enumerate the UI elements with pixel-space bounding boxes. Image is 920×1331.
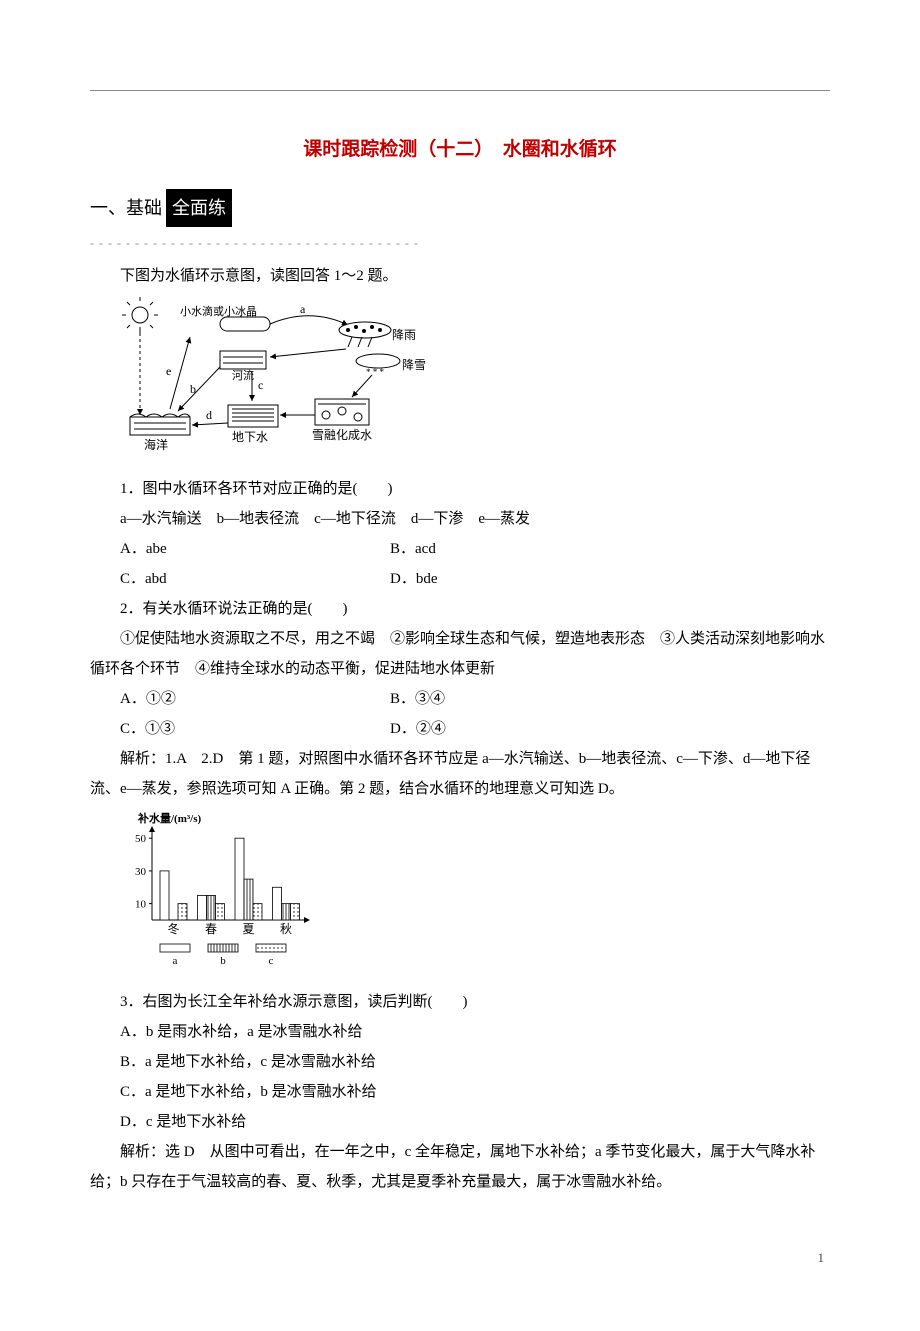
q2-A: A．①② — [120, 684, 390, 714]
svg-text:a: a — [173, 955, 178, 967]
q1-opts-row1: A．abe B．acd — [90, 534, 830, 564]
svg-text:冬: 冬 — [167, 921, 179, 936]
analysis-1-2: 解析：1.A 2.D 第 1 题，对照图中水循环各环节应是 a—水汽输送、b—地… — [90, 744, 830, 804]
q3-stem: 3．右图为长江全年补给水源示意图，读后判断( ) — [90, 987, 830, 1017]
svg-text:10: 10 — [135, 899, 147, 911]
intro-q1-2: 下图为水循环示意图，读图回答 1～2 题。 — [90, 261, 830, 291]
q2-detail: ①促使陆地水资源取之不尽，用之不竭 ②影响全球生态和气候，塑造地表形态 ③人类活… — [90, 624, 830, 684]
q1-B: B．acd — [390, 534, 660, 564]
svg-text:d: d — [206, 408, 212, 422]
svg-text:c: c — [269, 955, 274, 967]
q1-A: A．abe — [120, 534, 390, 564]
q1-items: a—水汽输送 b—地表径流 c—地下径流 d—下渗 e—蒸发 — [90, 504, 830, 534]
svg-text:河流: 河流 — [232, 368, 254, 382]
q2-stem: 2．有关水循环说法正确的是( ) — [90, 594, 830, 624]
page-title: 课时跟踪检测（十二） 水圈和水循环 — [90, 131, 830, 169]
svg-text:补水量/(m³/s): 补水量/(m³/s) — [137, 811, 202, 825]
svg-text:夏: 夏 — [242, 922, 254, 936]
svg-text:b: b — [190, 382, 196, 396]
svg-text:降雪: 降雪 — [402, 358, 426, 372]
svg-text:50: 50 — [135, 833, 147, 845]
q3-B: B．a 是地下水补给，c 是冰雪融水补给 — [90, 1047, 830, 1077]
svg-text:秋: 秋 — [280, 922, 292, 936]
q3-D: D．c 是地下水补给 — [90, 1107, 830, 1137]
svg-text:春: 春 — [205, 922, 217, 936]
section-prefix: 一、基础 — [90, 190, 162, 226]
dashed-line: - - - - - - - - - - - - - - - - - - - - … — [90, 231, 830, 255]
q2-D: D．②④ — [390, 714, 660, 744]
svg-text:e: e — [166, 364, 171, 378]
q1-opts-row2: C．abd D．bde — [90, 564, 830, 594]
q1-C: C．abd — [120, 564, 390, 594]
svg-text:小水滴或小冰晶: 小水滴或小冰晶 — [180, 304, 257, 318]
q1-D: D．bde — [390, 564, 660, 594]
q2-opts-row1: A．①② B．③④ — [90, 684, 830, 714]
bar-chart-svg: 补水量/(m³/s) 10 30 50 冬 春 夏 秋 a b c — [120, 810, 320, 970]
q2-opts-row2: C．①③ D．②④ — [90, 714, 830, 744]
q3-A: A．b 是雨水补给，a 是冰雪融水补给 — [90, 1017, 830, 1047]
svg-text:海洋: 海洋 — [144, 437, 168, 452]
section-header: 一、基础 全面练 — [90, 189, 830, 227]
svg-text:雪融化成水: 雪融化成水 — [312, 428, 372, 442]
water-cycle-svg: 小水滴或小冰晶 a 降雨 * * * 降雪 e — [120, 297, 440, 457]
svg-text:a: a — [300, 302, 306, 316]
svg-text:地下水: 地下水 — [232, 430, 268, 444]
figure-bar-chart: 补水量/(m³/s) 10 30 50 冬 春 夏 秋 a b c — [90, 810, 830, 981]
q3-C: C．a 是地下水补给，b 是冰雪融水补给 — [90, 1077, 830, 1107]
svg-text:30: 30 — [135, 866, 147, 878]
page-number: 1 — [90, 1245, 830, 1271]
q2-B: B．③④ — [390, 684, 660, 714]
q1-stem: 1．图中水循环各环节对应正确的是( ) — [90, 474, 830, 504]
svg-text:* * *: * * * — [366, 367, 385, 377]
top-rule — [90, 90, 830, 91]
analysis-3: 解析：选 D 从图中可看出，在一年之中，c 全年稳定，属地下水补给；a 季节变化… — [90, 1137, 830, 1197]
svg-text:降雨: 降雨 — [392, 328, 416, 342]
q2-C: C．①③ — [120, 714, 390, 744]
figure-water-cycle: 小水滴或小冰晶 a 降雨 * * * 降雪 e — [90, 297, 830, 468]
section-box: 全面练 — [166, 189, 232, 227]
svg-text:b: b — [220, 955, 226, 967]
svg-text:c: c — [258, 378, 263, 392]
